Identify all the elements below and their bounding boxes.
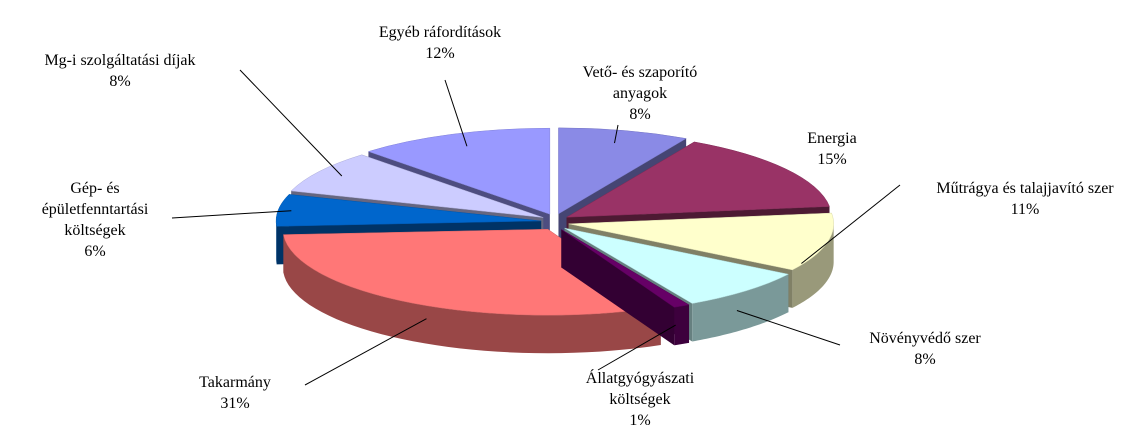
value-label: 31% [220, 395, 250, 412]
value-label: 15% [817, 151, 847, 168]
slice-label: Vető- és szaporító anyagok 8% [565, 62, 715, 125]
slice-label: Energia 15% [787, 128, 877, 170]
category-label: Állatgyógyászati költségek [585, 370, 695, 408]
slice-label: Állatgyógyászati költségek 1% [565, 368, 715, 431]
category-label: Vető- és szaporító anyagok [582, 64, 698, 102]
pie-slice [566, 141, 830, 218]
slice-label: Takarmány 31% [175, 372, 295, 414]
slice-side [283, 234, 661, 354]
pie-slice [558, 127, 687, 215]
value-label: 8% [629, 106, 651, 123]
slice-side [674, 304, 690, 346]
pie-slice [275, 194, 542, 227]
leader-line [304, 318, 427, 386]
category-label: Takarmány [199, 374, 271, 391]
value-label: 1% [629, 412, 651, 429]
pie-slice [367, 127, 551, 215]
category-label: Műtrágya és talajjavító szer [936, 180, 1114, 197]
slice-wall [561, 229, 675, 346]
pie-slice [561, 229, 690, 308]
leader-line [597, 324, 676, 371]
slice-side [276, 220, 277, 265]
slice-label: Egyéb ráfordítások 12% [340, 22, 540, 64]
value-label: 11% [1010, 201, 1040, 218]
slice-label: Mg-i szolgáltatási díjak 8% [0, 50, 245, 92]
leader-line [801, 184, 901, 264]
value-label: 8% [109, 73, 131, 90]
pie-slice [564, 227, 790, 304]
category-label: Gép- és épületfenntartási költségek [41, 180, 149, 239]
category-label: Energia [807, 130, 857, 147]
slice-label: Műtrágya és talajjavító szer 11% [910, 178, 1138, 220]
slice-label: Gép- és épületfenntartási költségek 6% [20, 178, 170, 262]
category-label: Mg-i szolgáltatási díjak [44, 52, 196, 69]
value-label: 12% [425, 45, 455, 62]
leader-line [444, 79, 468, 147]
value-label: 6% [84, 243, 106, 260]
leader-line [614, 124, 619, 144]
value-label: 8% [914, 351, 936, 368]
category-label: Növényvédő szer [869, 330, 981, 347]
slice-side [792, 223, 834, 308]
category-label: Egyéb ráfordítások [378, 24, 502, 41]
slice-label: Növényvédő szer 8% [840, 328, 1010, 370]
leader-line [239, 69, 343, 177]
leader-line [736, 310, 841, 346]
pie-slice [290, 154, 544, 218]
leader-line [171, 210, 292, 219]
slice-side [692, 274, 789, 342]
